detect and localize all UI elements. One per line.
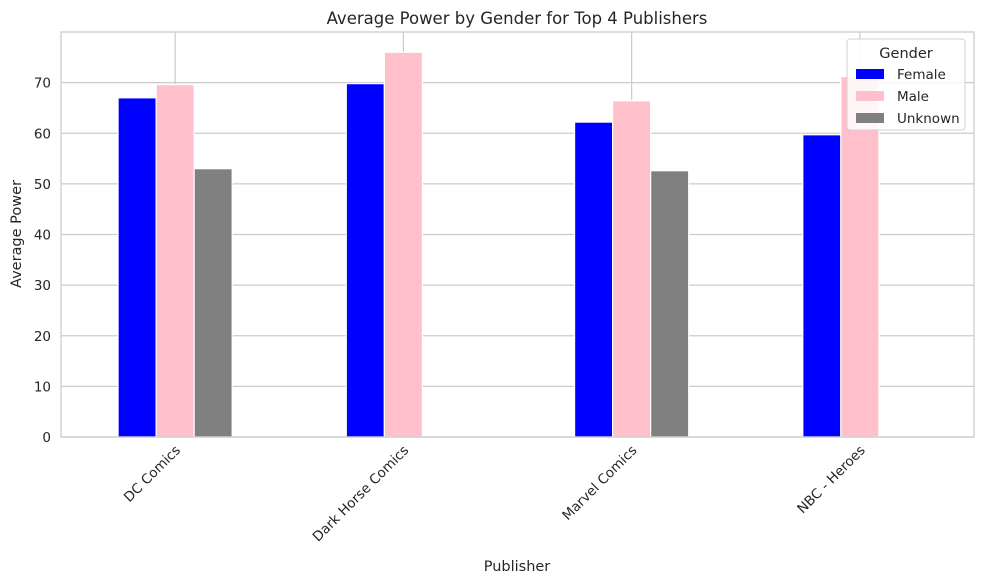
x-tick-label: DC Comics [121,443,184,506]
legend-label-unknown: Unknown [897,111,960,127]
bars [117,51,880,438]
x-tick-labels: DC Comics Dark Horse Comics Marvel Comics N… [121,443,869,546]
legend: Gender Female Male Unknown [846,38,966,131]
y-axis-label: Average Power [9,180,25,288]
legend-label-male: Male [897,89,929,105]
y-tick-label: 50 [34,177,51,193]
chart-title: Average Power by Gender for Top 4 Publis… [327,9,708,28]
y-tick-label: 70 [34,76,51,92]
y-tick-label: 0 [42,430,51,446]
legend-title: Gender [879,46,932,62]
legend-swatch-male [856,91,884,101]
legend-swatch-unknown [856,113,884,123]
y-tick-label: 20 [34,329,51,345]
bar-dc-comics-female [117,97,157,438]
legend-label-female: Female [897,67,946,83]
bar-marvel-comics-female [573,121,614,438]
bar-marvel-comics-unknown [650,170,690,438]
y-tick-label: 30 [34,278,51,294]
bar-dc-comics-male [155,84,195,438]
bar-nbc-heroes-female [802,134,842,438]
plot-frame [60,31,975,438]
bar-dark-horse-comics-male [383,51,423,438]
legend-swatch-female [856,69,884,79]
bar-dark-horse-comics-female [345,83,385,438]
y-tick-labels: 0 10 20 30 40 50 60 70 [34,76,51,446]
x-tick-label: Marvel Comics [559,443,640,524]
y-tick-label: 10 [34,379,51,395]
bar-nbc-heroes-male [840,75,880,438]
bar-dc-comics-unknown [193,168,233,438]
x-axis-label: Publisher [484,559,551,575]
y-tick-label: 60 [34,126,51,142]
bar-marvel-comics-male [612,100,652,438]
x-tick-label: NBC - Heroes [794,443,868,517]
y-tick-label: 40 [34,228,51,244]
legend-box [846,38,966,131]
x-tick-label: Dark Horse Comics [310,443,413,546]
legend-entries: Female Male Unknown [856,67,960,127]
